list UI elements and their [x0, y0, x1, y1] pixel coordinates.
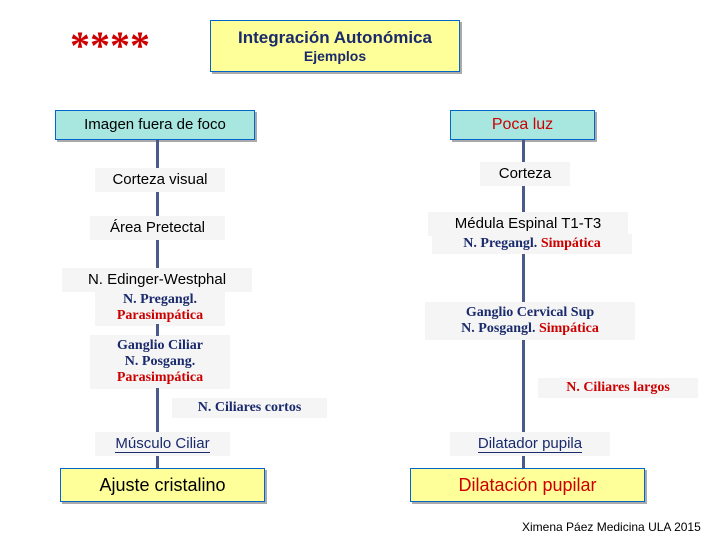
right-preganglionic: N. Pregangl. Simpática	[432, 234, 632, 254]
right-ganglio-cervical: Ganglio Cervical Sup N. Posgangl. Simpát…	[425, 302, 635, 340]
right-gcs-line1: Ganglio Cervical Sup	[466, 305, 594, 321]
title-sub: Ejemplos	[304, 48, 366, 64]
right-corteza: Corteza	[480, 162, 570, 186]
right-start-text: Poca luz	[492, 116, 553, 134]
right-ciliares-largos: N. Ciliares largos	[538, 378, 698, 398]
left-ew-text: N. Edinger-Westphal	[88, 271, 226, 288]
right-start-box: Poca luz	[450, 110, 595, 140]
connector-line	[156, 388, 159, 432]
connector-line	[522, 456, 525, 468]
connector-line	[156, 456, 159, 468]
right-final-box: Dilatación pupilar	[410, 468, 645, 502]
right-gcs-line2b: Simpática	[539, 321, 599, 336]
connector-line	[522, 186, 525, 212]
connector-line	[156, 240, 159, 268]
right-medula-text: Médula Espinal T1-T3	[455, 215, 601, 232]
connector-line	[522, 340, 525, 432]
left-musculo-ciliar: Músculo Ciliar	[95, 432, 230, 456]
left-musculo-text: Músculo Ciliar	[115, 435, 209, 453]
right-pregangl-b: Simpática	[541, 236, 601, 251]
footer-credit: Ximena Páez Medicina ULA 2015	[522, 520, 701, 534]
left-gciliar-line1: Ganglio Ciliar	[117, 338, 203, 354]
left-gciliar-line2: N. Posgang.	[125, 354, 195, 370]
title-box: Integración Autonómica Ejemplos	[210, 20, 460, 72]
left-edinger-westphal: N. Edinger-Westphal	[62, 268, 252, 292]
connector-line	[156, 140, 159, 168]
connector-line	[522, 140, 525, 162]
left-pregangl-line1: N. Pregangl.	[123, 292, 197, 308]
left-area-pretectal: Área Pretectal	[90, 216, 225, 240]
title-main: Integración Autonómica	[238, 28, 432, 48]
left-corteza-visual: Corteza visual	[95, 168, 225, 192]
right-corteza-text: Corteza	[499, 165, 552, 182]
connector-line	[156, 192, 159, 216]
left-cortos-text: N. Ciliares cortos	[198, 400, 302, 416]
left-ganglio-ciliar: Ganglio Ciliar N. Posgang. Parasimpática	[90, 335, 230, 389]
left-final-box: Ajuste cristalino	[60, 468, 265, 502]
right-largos-text: N. Ciliares largos	[566, 380, 670, 396]
connector-line	[522, 254, 525, 302]
left-start-text: Imagen fuera de foco	[84, 116, 226, 133]
right-pregangl-a: N. Pregangl.	[463, 236, 541, 251]
left-ciliares-cortos: N. Ciliares cortos	[172, 398, 327, 418]
left-pregangl-line2: Parasimpática	[117, 308, 203, 324]
footer-text: Ximena Páez Medicina ULA 2015	[522, 520, 701, 534]
right-dilatador: Dilatador pupila	[450, 432, 610, 456]
left-corteza-text: Corteza visual	[112, 171, 207, 188]
left-final-text: Ajuste cristalino	[99, 475, 225, 496]
left-gciliar-line3: Parasimpática	[117, 370, 203, 386]
left-pretectal-text: Área Pretectal	[110, 219, 205, 236]
left-start-box: Imagen fuera de foco	[55, 110, 255, 140]
left-preganglionic: N. Pregangl. Parasimpática	[95, 290, 225, 326]
stars-decoration: ****	[70, 22, 150, 69]
right-gcs-line2a: N. Posgangl.	[461, 321, 539, 336]
right-medula: Médula Espinal T1-T3	[428, 212, 628, 236]
right-final-text: Dilatación pupilar	[458, 475, 596, 496]
connector-line	[156, 324, 159, 336]
right-dilatador-text: Dilatador pupila	[478, 435, 582, 453]
